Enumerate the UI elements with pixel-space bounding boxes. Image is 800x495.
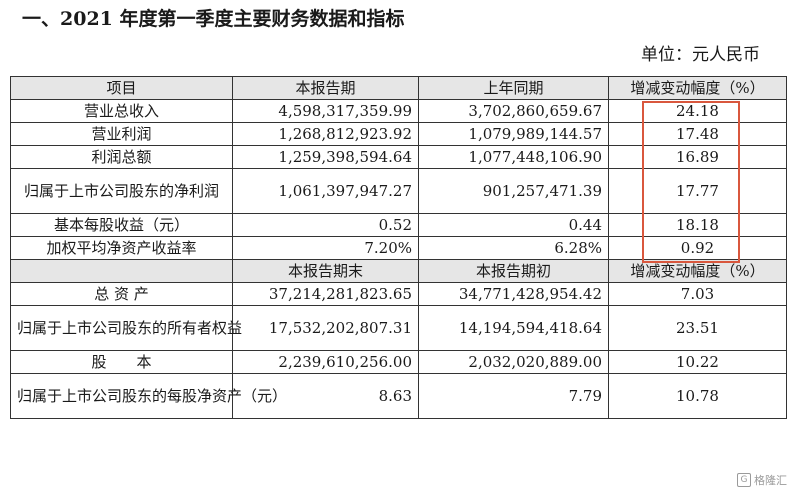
row-label: 归属于上市公司股东的每股净资产（元） — [10, 373, 287, 419]
header-item: 项目 — [10, 76, 233, 100]
row-label: 加权平均净资产收益率 — [10, 236, 233, 260]
current-value: 0.52 — [232, 213, 419, 237]
watermark-text: 格隆汇 — [754, 474, 787, 487]
prior-value: 1,079,989,144.57 — [418, 122, 609, 146]
change-pct: 17.48 — [608, 122, 787, 146]
table-row: 基本每股收益（元） 0.52 0.44 18.18 — [10, 213, 787, 237]
table-subheader-row: 本报告期末 本报告期初 增减变动幅度（%） — [10, 259, 787, 283]
current-value: 1,268,812,923.92 — [232, 122, 419, 146]
row-label: 归属于上市公司股东的净利润 — [10, 168, 233, 214]
watermark-logo-icon: G — [737, 473, 751, 487]
table-row: 加权平均净资产收益率 7.20% 6.28% 0.92 — [10, 236, 787, 260]
prior-value: 3,702,860,659.67 — [418, 99, 609, 123]
subheader-period-end: 本报告期末 — [232, 259, 419, 283]
table-row: 股 本 2,239,610,256.00 2,032,020,889.00 10… — [10, 350, 787, 374]
period-start-value: 14,194,594,418.64 — [418, 305, 609, 351]
table-row: 营业总收入 4,598,317,359.99 3,702,860,659.67 … — [10, 99, 787, 123]
current-value: 7.20% — [232, 236, 419, 260]
period-start-value: 34,771,428,954.42 — [418, 282, 609, 306]
header-change-pct: 增减变动幅度（%） — [608, 76, 787, 100]
change-pct: 23.51 — [608, 305, 787, 351]
currency-unit: 单位：元人民币 — [641, 45, 760, 65]
prior-value: 901,257,471.39 — [418, 168, 609, 214]
row-label: 归属于上市公司股东的所有者权益 — [10, 305, 242, 351]
table-row: 利润总额 1,259,398,594.64 1,077,448,106.90 1… — [10, 145, 787, 169]
prior-value: 1,077,448,106.90 — [418, 145, 609, 169]
row-label: 利润总额 — [10, 145, 233, 169]
period-start-value: 7.79 — [418, 373, 609, 419]
row-label: 基本每股收益（元） — [10, 213, 233, 237]
change-pct: 18.18 — [608, 213, 787, 237]
period-start-value: 2,032,020,889.00 — [418, 350, 609, 374]
change-pct: 7.03 — [608, 282, 787, 306]
table-row: 归属于上市公司股东的所有者权益 17,532,202,807.31 14,194… — [10, 305, 787, 351]
change-pct: 24.18 — [608, 99, 787, 123]
change-pct: 17.77 — [608, 168, 787, 214]
row-label: 总 资 产 — [10, 282, 233, 306]
change-pct: 10.78 — [608, 373, 787, 419]
table-row: 总 资 产 37,214,281,823.65 34,771,428,954.4… — [10, 282, 787, 306]
table-header-row: 项目 本报告期 上年同期 增减变动幅度（%） — [10, 76, 787, 100]
current-value: 4,598,317,359.99 — [232, 99, 419, 123]
current-value: 1,061,397,947.27 — [232, 168, 419, 214]
row-label: 股 本 — [10, 350, 233, 374]
subheader-item — [10, 259, 233, 283]
change-pct: 10.22 — [608, 350, 787, 374]
table-row: 营业利润 1,268,812,923.92 1,079,989,144.57 1… — [10, 122, 787, 146]
period-end-value: 8.63 — [232, 373, 419, 419]
header-current-period: 本报告期 — [232, 76, 419, 100]
row-label: 营业利润 — [10, 122, 233, 146]
row-label: 营业总收入 — [10, 99, 233, 123]
financial-table: 项目 本报告期 上年同期 增减变动幅度（%） 营业总收入 4,598,317,3… — [10, 76, 787, 419]
period-end-value: 2,239,610,256.00 — [232, 350, 419, 374]
period-end-value: 17,532,202,807.31 — [232, 305, 419, 351]
subheader-period-start: 本报告期初 — [418, 259, 609, 283]
prior-value: 0.44 — [418, 213, 609, 237]
change-pct: 16.89 — [608, 145, 787, 169]
header-prior-year-period: 上年同期 — [418, 76, 609, 100]
table-row: 归属于上市公司股东的净利润 1,061,397,947.27 901,257,4… — [10, 168, 787, 214]
current-value: 1,259,398,594.64 — [232, 145, 419, 169]
period-end-value: 37,214,281,823.65 — [232, 282, 419, 306]
prior-value: 6.28% — [418, 236, 609, 260]
subheader-change-pct: 增减变动幅度（%） — [608, 259, 787, 283]
table-row: 归属于上市公司股东的每股净资产（元） 8.63 7.79 10.78 — [10, 373, 787, 419]
watermark: G 格隆汇 — [734, 471, 790, 489]
page-title: 一、2021 年度第一季度主要财务数据和指标 — [22, 8, 405, 30]
change-pct: 0.92 — [608, 236, 787, 260]
